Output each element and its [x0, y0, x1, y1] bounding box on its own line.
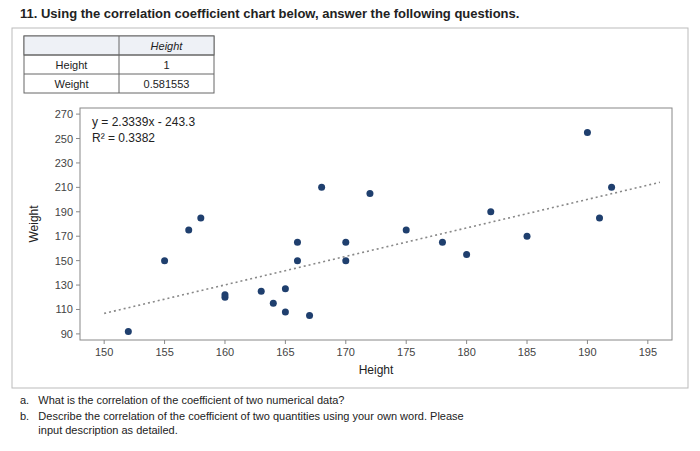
question: a. What is the correlation of the coeffi…: [20, 394, 344, 406]
y-tick: [76, 187, 80, 188]
y-tick: [76, 114, 80, 115]
y-tick-label: 90: [61, 328, 73, 340]
scatter-point: [439, 239, 446, 246]
x-tick-label: 150: [95, 346, 113, 358]
x-tick-label: 180: [457, 346, 475, 358]
x-tick-label: 170: [337, 346, 355, 358]
x-tick: [164, 340, 165, 344]
background: [0, 0, 700, 451]
x-tick: [345, 340, 346, 344]
table-row-label: Height: [56, 59, 88, 71]
scatter-point: [584, 129, 591, 136]
y-tick-label: 270: [55, 108, 73, 120]
plot-frame: [80, 108, 672, 340]
scatter-point: [197, 214, 204, 221]
table-header: Height: [151, 40, 184, 52]
x-tick-label: 155: [155, 346, 173, 358]
scatter-point: [403, 227, 410, 234]
scatter-point: [185, 227, 192, 234]
chart-root: 11. Using the correlation coefficient ch…: [0, 0, 700, 451]
annotation: y = 2.3339x - 243.3: [92, 115, 195, 129]
y-tick: [76, 211, 80, 212]
scatter-point: [342, 257, 349, 264]
trend-line: [104, 182, 660, 313]
annotation: R² = 0.3382: [92, 131, 155, 145]
y-tick-label: 150: [55, 255, 73, 267]
y-tick: [76, 138, 80, 139]
scatter-point: [608, 184, 615, 191]
y-tick-label: 250: [55, 133, 73, 145]
y-tick-label: 230: [55, 157, 73, 169]
y-tick: [76, 285, 80, 286]
y-tick-label: 110: [55, 303, 73, 315]
scatter-point: [524, 233, 531, 240]
y-tick-label: 210: [55, 181, 73, 193]
y-tick: [76, 333, 80, 334]
scatter-point: [125, 328, 132, 335]
question-line: b. Describe the correlation of the coeff…: [20, 410, 464, 422]
question-line: a. What is the correlation of the coeffi…: [20, 394, 344, 406]
x-tick: [104, 340, 105, 344]
y-tick: [76, 260, 80, 261]
scatter-point: [258, 288, 265, 295]
table-row-label: Weight: [54, 78, 88, 90]
x-tick: [224, 340, 225, 344]
scatter-point: [318, 184, 325, 191]
x-tick: [647, 340, 648, 344]
y-tick: [76, 162, 80, 163]
table-cell: 1: [163, 59, 169, 71]
x-tick: [406, 340, 407, 344]
scatter-point: [221, 291, 228, 298]
x-tick: [285, 340, 286, 344]
x-tick: [587, 340, 588, 344]
question: b. Describe the correlation of the coeff…: [20, 410, 464, 436]
table-border: [24, 36, 214, 93]
scatter-point: [270, 300, 277, 307]
outer-box: [12, 28, 688, 388]
scatter-point: [282, 285, 289, 292]
y-axis-label: Weight: [27, 205, 41, 243]
x-tick-label: 165: [276, 346, 294, 358]
y-tick-label: 190: [55, 206, 73, 218]
x-tick-label: 175: [397, 346, 415, 358]
scatter-point: [366, 190, 373, 197]
x-tick-label: 195: [639, 346, 657, 358]
y-tick-label: 170: [55, 230, 73, 242]
x-tick-label: 160: [216, 346, 234, 358]
table-column-line: [119, 36, 120, 93]
scatter-point: [294, 257, 301, 264]
x-tick: [527, 340, 528, 344]
y-tick-label: 130: [55, 279, 73, 291]
question-line: input description as detailed.: [20, 424, 178, 436]
correlation-table: Height Height 1 Weight 0.581553: [24, 36, 214, 93]
x-axis-label: Height: [359, 363, 394, 377]
scatter-point: [342, 239, 349, 246]
x-tick: [466, 340, 467, 344]
scatter-point: [487, 208, 494, 215]
x-tick-label: 185: [518, 346, 536, 358]
title: 11. Using the correlation coefficient ch…: [20, 6, 519, 21]
scatter-point: [161, 257, 168, 264]
scatter-point: [596, 214, 603, 221]
scatter-point: [282, 308, 289, 315]
y-tick: [76, 309, 80, 310]
scatter-point: [306, 312, 313, 319]
y-tick: [76, 236, 80, 237]
marks: [104, 129, 660, 335]
x-tick-label: 190: [578, 346, 596, 358]
scatter-point: [463, 251, 470, 258]
scatter-point: [294, 239, 301, 246]
table-cell: 0.581553: [144, 78, 190, 90]
